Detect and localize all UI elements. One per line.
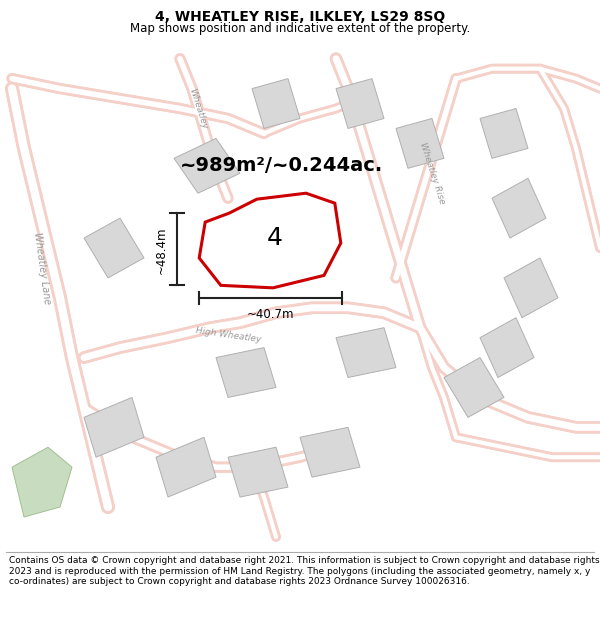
Text: ~48.4m: ~48.4m	[154, 227, 167, 274]
Text: ~989m²/~0.244ac.: ~989m²/~0.244ac.	[180, 156, 383, 175]
Polygon shape	[252, 218, 312, 268]
Polygon shape	[336, 328, 396, 378]
Polygon shape	[444, 357, 504, 418]
Polygon shape	[228, 448, 288, 497]
Polygon shape	[492, 178, 546, 238]
Text: Contains OS data © Crown copyright and database right 2021. This information is : Contains OS data © Crown copyright and d…	[9, 556, 599, 586]
Text: 4, WHEATLEY RISE, ILKLEY, LS29 8SQ: 4, WHEATLEY RISE, ILKLEY, LS29 8SQ	[155, 10, 445, 24]
Text: High Wheatley: High Wheatley	[194, 326, 262, 344]
Polygon shape	[84, 398, 144, 458]
Text: ~40.7m: ~40.7m	[246, 308, 294, 321]
Polygon shape	[84, 218, 144, 278]
Polygon shape	[156, 438, 216, 497]
Text: 4: 4	[267, 226, 283, 250]
Text: Wheatley Rise: Wheatley Rise	[418, 141, 446, 205]
Text: Wheatley: Wheatley	[187, 87, 209, 130]
Polygon shape	[216, 348, 276, 398]
Polygon shape	[504, 258, 558, 318]
Text: Map shows position and indicative extent of the property.: Map shows position and indicative extent…	[130, 22, 470, 35]
Polygon shape	[396, 119, 444, 168]
Polygon shape	[300, 428, 360, 477]
Polygon shape	[480, 318, 534, 378]
Polygon shape	[199, 193, 341, 288]
Text: Wheatley Lane: Wheatley Lane	[32, 231, 52, 304]
Polygon shape	[336, 79, 384, 129]
Polygon shape	[12, 448, 72, 517]
Polygon shape	[480, 109, 528, 158]
Polygon shape	[252, 79, 300, 129]
Polygon shape	[174, 138, 240, 193]
